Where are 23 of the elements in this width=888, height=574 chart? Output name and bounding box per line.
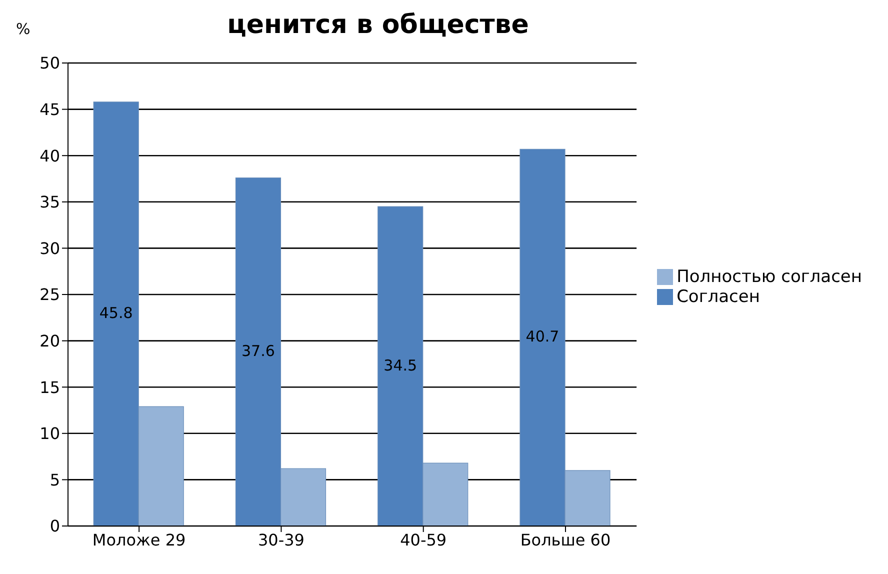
y-tick-label: 40	[40, 146, 60, 166]
y-tick-label: 10	[40, 424, 60, 444]
x-tick-label: 40-59	[400, 530, 447, 550]
y-tick-label: 15	[40, 378, 60, 397]
y-tick-label: 0	[50, 516, 60, 536]
data-label: 45.8	[99, 304, 133, 322]
legend-label: Полностью согласен	[676, 267, 862, 287]
y-tick-label: 30	[40, 238, 60, 258]
x-tick-label: Моложе 29	[92, 530, 186, 550]
y-axis-title: %	[16, 20, 30, 38]
y-tick-label: 50	[40, 54, 60, 73]
y-tick-label: 5	[50, 470, 60, 490]
data-label: 40.7	[526, 328, 560, 346]
y-tick-label: 20	[40, 331, 60, 350]
x-tick-label: Больше 60	[520, 530, 611, 550]
data-label: 37.6	[242, 342, 275, 360]
y-tick-label: 25	[40, 285, 60, 304]
chart-title: ценится в обществе	[227, 10, 529, 40]
legend-label: Согласен	[676, 287, 760, 307]
data-label: 34.5	[384, 356, 418, 374]
y-tick-label: 35	[40, 192, 60, 212]
y-tick-label: 45	[40, 100, 60, 119]
x-tick-label: 30-39	[258, 530, 304, 550]
